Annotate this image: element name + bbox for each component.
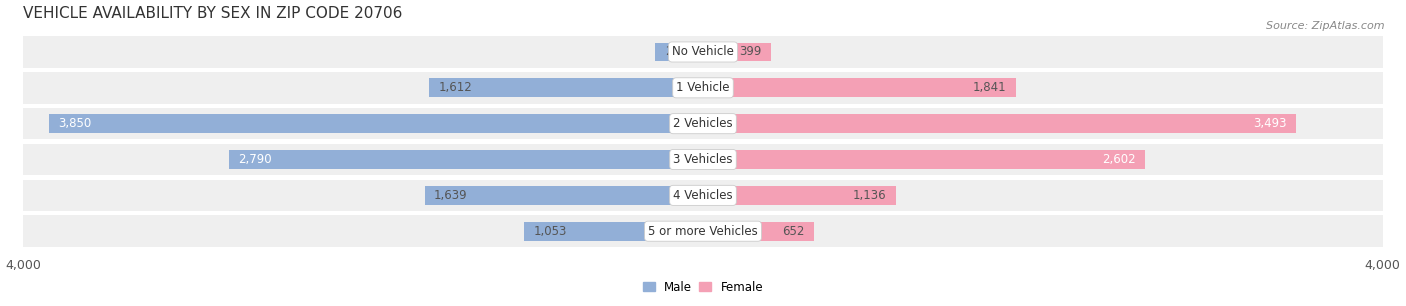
Bar xyxy=(49,114,703,133)
Text: 5 or more Vehicles: 5 or more Vehicles xyxy=(648,225,758,238)
Bar xyxy=(24,72,1382,104)
Text: VEHICLE AVAILABILITY BY SEX IN ZIP CODE 20706: VEHICLE AVAILABILITY BY SEX IN ZIP CODE … xyxy=(24,6,404,21)
Text: 3 Vehicles: 3 Vehicles xyxy=(673,153,733,166)
Bar xyxy=(703,79,1015,97)
Bar xyxy=(703,186,896,205)
Text: 1,053: 1,053 xyxy=(533,225,567,238)
Text: 4 Vehicles: 4 Vehicles xyxy=(673,189,733,202)
Bar xyxy=(24,36,1382,68)
Text: 2 Vehicles: 2 Vehicles xyxy=(673,117,733,130)
Text: 652: 652 xyxy=(782,225,804,238)
Text: 1,841: 1,841 xyxy=(973,81,1007,94)
Bar xyxy=(425,186,703,205)
Text: Source: ZipAtlas.com: Source: ZipAtlas.com xyxy=(1267,21,1385,32)
Bar xyxy=(24,215,1382,247)
Bar xyxy=(24,144,1382,175)
Bar xyxy=(524,222,703,241)
Text: 399: 399 xyxy=(740,46,762,58)
Text: 3,850: 3,850 xyxy=(58,117,91,130)
Bar xyxy=(229,150,703,169)
Bar xyxy=(703,114,1296,133)
Text: 3,493: 3,493 xyxy=(1254,117,1286,130)
Text: 1,639: 1,639 xyxy=(434,189,468,202)
Text: No Vehicle: No Vehicle xyxy=(672,46,734,58)
Text: 1,612: 1,612 xyxy=(439,81,472,94)
Bar xyxy=(24,180,1382,211)
Bar xyxy=(703,150,1144,169)
Text: 1 Vehicle: 1 Vehicle xyxy=(676,81,730,94)
Bar xyxy=(703,43,770,61)
Text: 1,136: 1,136 xyxy=(853,189,887,202)
Legend: Male, Female: Male, Female xyxy=(638,276,768,298)
Bar xyxy=(703,222,814,241)
Text: 2,602: 2,602 xyxy=(1102,153,1136,166)
Text: 2,790: 2,790 xyxy=(239,153,271,166)
Text: 280: 280 xyxy=(665,46,688,58)
Bar xyxy=(655,43,703,61)
Bar xyxy=(429,79,703,97)
Bar xyxy=(24,108,1382,140)
